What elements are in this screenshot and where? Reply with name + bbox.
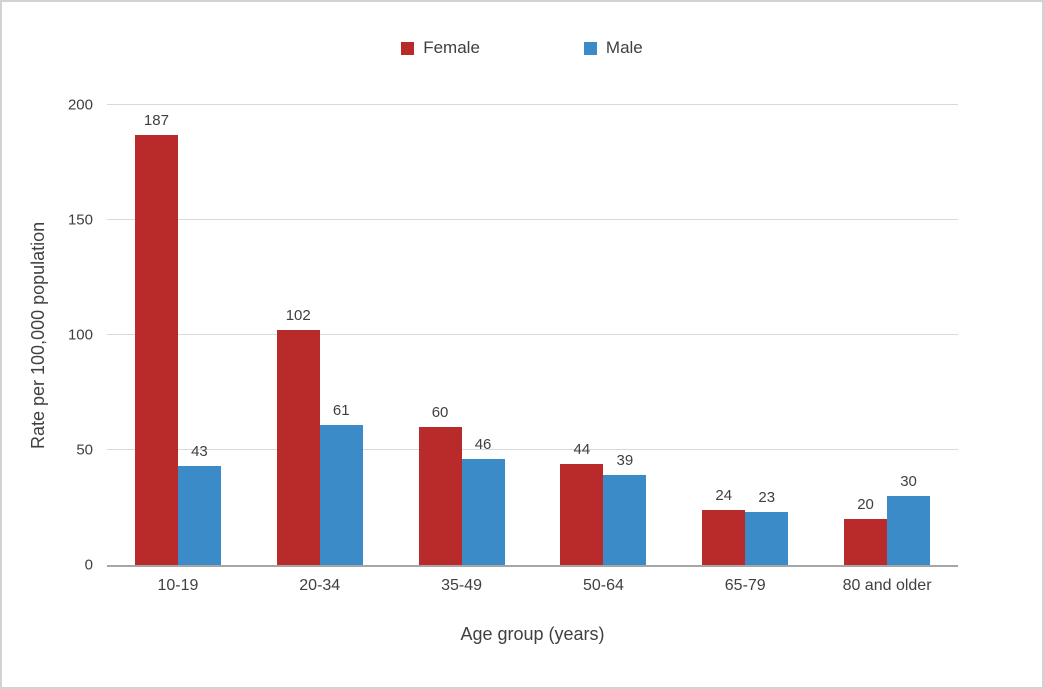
bar-value-label: 23	[758, 489, 776, 507]
bar-group-20-34: 102 61	[249, 105, 391, 565]
x-axis-category-label: 35-49	[441, 577, 483, 594]
gridline	[107, 449, 958, 450]
bar-value-label: 46	[474, 436, 492, 454]
chart-legend: Female Male	[2, 38, 1042, 58]
legend-label: Female	[423, 38, 480, 57]
bar-slot: 20	[844, 105, 888, 565]
bar-group-65-79: 24 23	[674, 105, 816, 565]
x-axis-category-label: 80 and older	[842, 577, 932, 594]
bar-value-label: 187	[143, 111, 169, 129]
legend-swatch-icon	[401, 41, 415, 55]
legend-label: Male	[605, 38, 643, 57]
bar-value-label: 30	[900, 473, 917, 490]
x-axis-title: Age group (years)	[460, 624, 605, 644]
bar-slot: 44	[560, 105, 604, 565]
y-axis-tick-label: 200	[67, 96, 93, 114]
y-axis-tick-label: 100	[67, 326, 93, 344]
bar-slot: 30	[887, 105, 931, 565]
x-axis-category-label: 65-79	[724, 577, 766, 594]
legend-swatch-icon	[583, 41, 597, 55]
bar-slot: 23	[745, 105, 789, 565]
bar-group-35-49: 60 46	[391, 105, 533, 565]
bar-value-label: 24	[715, 486, 733, 504]
bar-value-label: 20	[857, 496, 874, 513]
bar-group-80-and-older: 20 30	[816, 105, 958, 565]
y-axis-tick-label: 50	[76, 441, 93, 459]
male-bar	[603, 475, 647, 565]
bar-group-10-19: 187 43	[107, 105, 249, 565]
female-bar	[560, 463, 604, 565]
bar-groups: 187 43 102 61 60 46 44 39 24 23 20 30	[107, 105, 958, 565]
x-axis-category-label: 50-64	[582, 577, 624, 594]
bar-slot: 60	[418, 105, 462, 565]
female-bar	[276, 330, 320, 565]
bar-slot: 61	[319, 105, 363, 565]
gridline	[107, 219, 958, 220]
male-bar	[745, 512, 789, 565]
bar-value-label: 102	[285, 307, 311, 325]
bar-slot: 46	[461, 105, 505, 565]
male-bar	[461, 459, 505, 565]
bar-value-label: 44	[573, 440, 591, 458]
y-axis-tick-label: 150	[67, 211, 93, 229]
bar-slot: 187	[134, 105, 178, 565]
y-axis-tick-label: 0	[84, 556, 93, 574]
bar-value-label: 39	[616, 452, 634, 470]
bar-value-label: 61	[332, 401, 350, 419]
female-bar	[134, 134, 178, 565]
legend-item-female: Female	[401, 38, 480, 58]
y-axis-title: Rate per 100,000 population	[28, 221, 48, 449]
legend-item-male: Male	[583, 38, 643, 58]
x-axis-category-label: 20-34	[299, 577, 341, 594]
bar-slot: 24	[702, 105, 746, 565]
male-bar	[319, 424, 363, 565]
male-bar	[177, 466, 221, 565]
bar-slot: 43	[177, 105, 221, 565]
bar-slot: 39	[603, 105, 647, 565]
bar-group-50-64: 44 39	[532, 105, 674, 565]
bar-value-label: 43	[191, 443, 208, 461]
female-bar	[844, 519, 888, 565]
gridline	[107, 104, 958, 105]
female-bar	[418, 427, 462, 565]
x-axis-category-label: 10-19	[157, 577, 199, 594]
male-bar	[887, 496, 931, 565]
bar-value-label: 60	[431, 404, 449, 421]
female-bar	[702, 509, 746, 565]
gridline	[107, 334, 958, 335]
plot-area: 0 50 100 150 200 187 43 102 61 60 46 44 39 24 23 20 30	[68, 97, 958, 574]
x-axis-labels: 10-19 20-34 35-49 50-64 65-79 80 and older	[107, 577, 958, 595]
bar-slot: 102	[276, 105, 320, 565]
